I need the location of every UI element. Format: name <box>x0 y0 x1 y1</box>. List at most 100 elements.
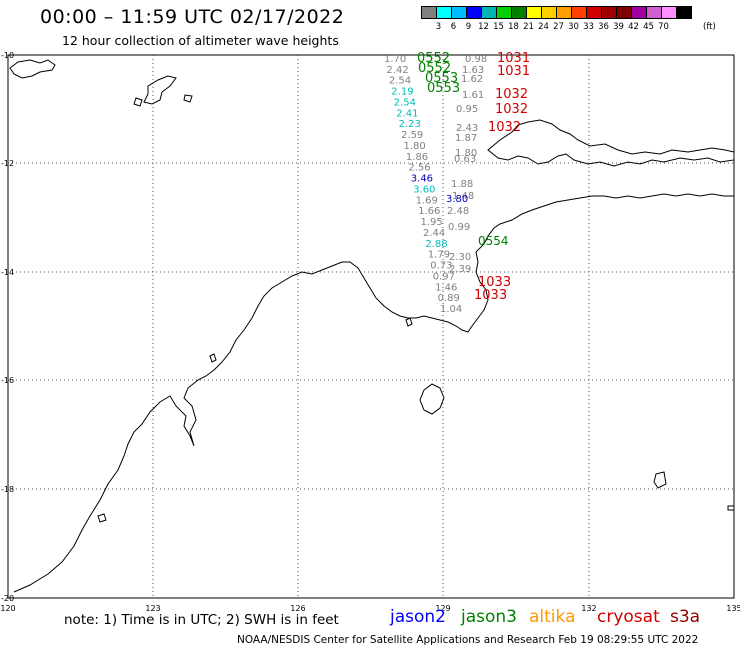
coastline <box>9 59 735 593</box>
wave-height-label: 3.80 <box>446 194 468 205</box>
pass-time-label: 1031 <box>497 51 530 66</box>
wave-height-label: 1.80 <box>455 148 477 159</box>
wave-height-label: 1.79 <box>428 250 450 261</box>
wave-height-label: 2.54 <box>389 76 411 87</box>
island-coast-tiwi <box>487 119 735 167</box>
color-scale-bar <box>421 6 692 19</box>
legend-item-altika: altika <box>529 607 576 627</box>
wave-height-label: 2.56 <box>408 163 430 174</box>
page-title: 00:00 – 11:59 UTC 02/17/2022 <box>40 6 345 28</box>
wave-height-label: 2.43 <box>456 123 478 134</box>
wave-height-label: 2.44 <box>423 228 445 239</box>
lat-label: -12 <box>1 159 14 168</box>
island-gulf-3 <box>727 505 735 511</box>
wave-height-label: 1.95 <box>421 217 443 228</box>
lon-label: 135 <box>726 604 740 613</box>
island-gulf-2 <box>653 471 667 489</box>
lon-label: 132 <box>581 604 596 613</box>
wave-height-label: 2.59 <box>401 130 423 141</box>
wave-height-label: 1.80 <box>403 141 425 152</box>
pass-time-label: 0552 <box>418 61 451 76</box>
lat-label: -14 <box>1 268 14 277</box>
island-gulf-5 <box>209 353 217 363</box>
lon-label: 120 <box>0 604 15 613</box>
pass-time-label: 1033 <box>478 275 511 290</box>
color-scale-label: 70 <box>658 22 669 32</box>
lat-label: -20 <box>1 594 14 603</box>
mainland-coast <box>13 193 734 593</box>
satellite-track: 0552055205530553055410311031103210321032… <box>384 51 530 315</box>
color-scale-label: 45 <box>643 22 654 32</box>
wave-height-label: 1.63 <box>462 65 484 76</box>
wave-height-label: 2.19 <box>391 87 413 98</box>
plot-frame <box>7 54 735 599</box>
island-coast-topleft-3 <box>133 97 143 107</box>
color-scale-label: 24 <box>538 22 549 32</box>
wave-height-label: 0.95 <box>456 104 478 115</box>
color-scale-label: 33 <box>583 22 594 32</box>
color-scale-label: 30 <box>568 22 579 32</box>
wave-height-label: 1.88 <box>451 179 473 190</box>
wave-height-label: 2.88 <box>425 239 447 250</box>
color-scale-swatch <box>676 6 692 19</box>
wave-height-label: 2.48 <box>447 206 469 217</box>
color-scale-label: 27 <box>553 22 564 32</box>
pass-time-label: 1031 <box>497 64 530 79</box>
wave-height-label: 1.87 <box>455 133 477 144</box>
color-scale-label: 12 <box>478 22 489 32</box>
color-scale-label: 18 <box>508 22 519 32</box>
color-scale-label: 3 <box>435 22 442 32</box>
wave-height-label: 3.46 <box>411 174 433 185</box>
wave-height-label: 1.86 <box>406 152 428 163</box>
wave-height-label: 1.69 <box>416 195 438 206</box>
color-scale-label: 21 <box>523 22 534 32</box>
legend-item-jason3: jason3 <box>461 607 517 627</box>
pass-time-label: 0552 <box>417 51 450 66</box>
wave-height-label: 0.89 <box>438 293 460 304</box>
island-coast-topleft-1 <box>9 59 56 79</box>
pass-time-label: 1032 <box>495 87 528 102</box>
color-scale-label: 39 <box>613 22 624 32</box>
lat-label: -18 <box>1 485 14 494</box>
wave-height-label: 2.42 <box>386 65 408 76</box>
wave-height-label: 0.98 <box>465 54 487 65</box>
color-scale-label: 6 <box>450 22 457 32</box>
wave-height-label: 1.66 <box>418 206 440 217</box>
color-scale-labels: 3 6 9 12 15 18 21 24 27 30 33 36 39 42 45 70 <box>422 22 671 32</box>
pass-time-label: 1032 <box>495 102 528 117</box>
island-gulf-1 <box>419 383 445 415</box>
legend-item-s3a: s3a <box>670 607 701 627</box>
wave-height-label: 2.41 <box>396 108 418 119</box>
island-gulf-4 <box>97 513 107 523</box>
wave-height-label: 1.70 <box>384 54 406 65</box>
legend-item-jason2: jason2 <box>390 607 446 627</box>
lat-label: -10 <box>1 51 14 60</box>
lat-label: -16 <box>1 376 14 385</box>
wave-height-label: 1.48 <box>452 191 474 202</box>
lon-label: 126 <box>290 604 305 613</box>
lon-label: 129 <box>435 604 450 613</box>
footer-credit: NOAA/NESDIS Center for Satellite Applica… <box>237 634 699 646</box>
color-scale-label: 42 <box>628 22 639 32</box>
wave-height-label: 0.63 <box>454 154 476 165</box>
wave-height-label: 0.97 <box>433 271 455 282</box>
pass-time-label: 1033 <box>474 288 507 303</box>
legend-item-cryosat: cryosat <box>597 607 660 627</box>
wave-height-label: 1.46 <box>435 282 457 293</box>
color-scale-label: 15 <box>493 22 504 32</box>
wave-height-label: 0.99 <box>448 222 470 233</box>
pass-time-label: 1032 <box>488 120 521 135</box>
wave-height-label: 2.54 <box>394 97 416 108</box>
island-coast-topleft-4 <box>183 94 193 103</box>
island-gulf-6 <box>405 317 413 327</box>
footer-note: note: 1) Time is in UTC; 2) SWH is in fe… <box>64 612 339 628</box>
wave-height-label: 2.39 <box>449 264 471 275</box>
pass-time-label: 0553 <box>427 81 460 96</box>
island-coast-topleft-2 <box>143 75 177 105</box>
pass-time-label: 0554 <box>478 234 509 248</box>
lon-label: 123 <box>145 604 160 613</box>
wave-height-label: 1.62 <box>461 74 483 85</box>
color-scale-label: 9 <box>465 22 472 32</box>
